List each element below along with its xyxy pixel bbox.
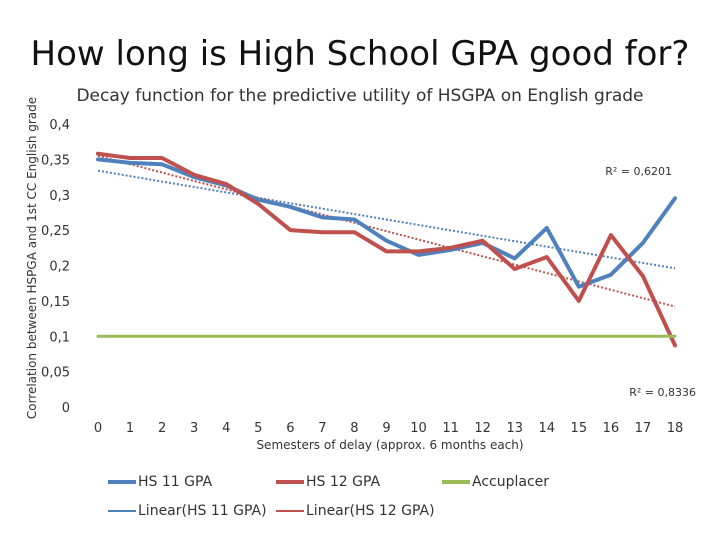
x-tick-label: 2: [158, 421, 166, 436]
x-tick-label: 14: [539, 421, 556, 436]
x-tick-label: 9: [382, 421, 390, 436]
x-tick-label: 6: [286, 421, 294, 436]
chart-title: Decay function for the predictive utilit…: [76, 86, 644, 106]
r2-label-hs11: R² = 0,6201: [605, 165, 672, 178]
y-tick-label: 0,3: [49, 189, 70, 204]
slide-title: How long is High School GPA good for?: [30, 34, 690, 74]
x-tick-label: 1: [126, 421, 134, 436]
legend-swatch-accuplacer: [442, 480, 470, 484]
series-hs11-line: [96, 157, 677, 289]
legend-label-hs12: HS 12 GPA: [306, 474, 381, 490]
x-tick-label: 8: [350, 421, 358, 436]
legend-item-hs11: HS 11 GPA: [108, 474, 212, 490]
series-hs12-line: [96, 151, 677, 348]
x-tick-label: 3: [190, 421, 198, 436]
x-tick-label: 15: [571, 421, 588, 436]
x-tick-label: 11: [442, 421, 459, 436]
y-tick-label: 0,05: [41, 366, 70, 381]
legend-label-hs11: HS 11 GPA: [138, 474, 213, 490]
trendline-hs11: [97, 169, 676, 270]
legend-label-linear-hs11: Linear(HS 11 GPA): [138, 503, 267, 519]
y-tick-label: 0,2: [49, 260, 70, 275]
legend-item-linear-hs12: Linear(HS 12 GPA): [276, 503, 435, 519]
y-tick-label: 0,35: [41, 153, 70, 168]
x-tick-label: 13: [506, 421, 523, 436]
legend-swatch-hs11: [108, 480, 136, 484]
legend-label-linear-hs12: Linear(HS 12 GPA): [306, 503, 435, 519]
x-tick-label: 5: [254, 421, 262, 436]
x-tick-label: 4: [222, 421, 230, 436]
y-tick-label: 0,15: [41, 295, 70, 310]
x-tick-label: 7: [318, 421, 326, 436]
x-tick-label: 0: [94, 421, 102, 436]
legend-item-accuplacer: Accuplacer: [442, 474, 549, 490]
y-tick-label: 0: [62, 401, 70, 416]
legend-swatch-linear-hs12: [276, 510, 304, 512]
legend-label-accuplacer: Accuplacer: [472, 474, 550, 490]
r2-label-hs12: R² = 0,8336: [629, 386, 696, 399]
x-tick-label: 12: [474, 421, 491, 436]
legend-item-hs12: HS 12 GPA: [276, 474, 380, 490]
legend-swatch-hs12: [276, 480, 304, 484]
y-tick-label: 0,1: [49, 330, 70, 345]
x-tick-label: 10: [410, 421, 427, 436]
legend-swatch-linear-hs11: [108, 510, 136, 512]
y-tick-label: 0,4: [49, 118, 70, 133]
trendline-hs12: [97, 154, 676, 308]
y-tick-label: 0,25: [41, 224, 70, 239]
x-tick-label: 16: [603, 421, 620, 436]
x-axis-label: Semesters of delay (approx. 6 months eac…: [256, 438, 524, 452]
x-tick-label: 18: [667, 421, 684, 436]
legend-item-linear-hs11: Linear(HS 11 GPA): [108, 503, 267, 519]
x-tick-label: 17: [635, 421, 652, 436]
